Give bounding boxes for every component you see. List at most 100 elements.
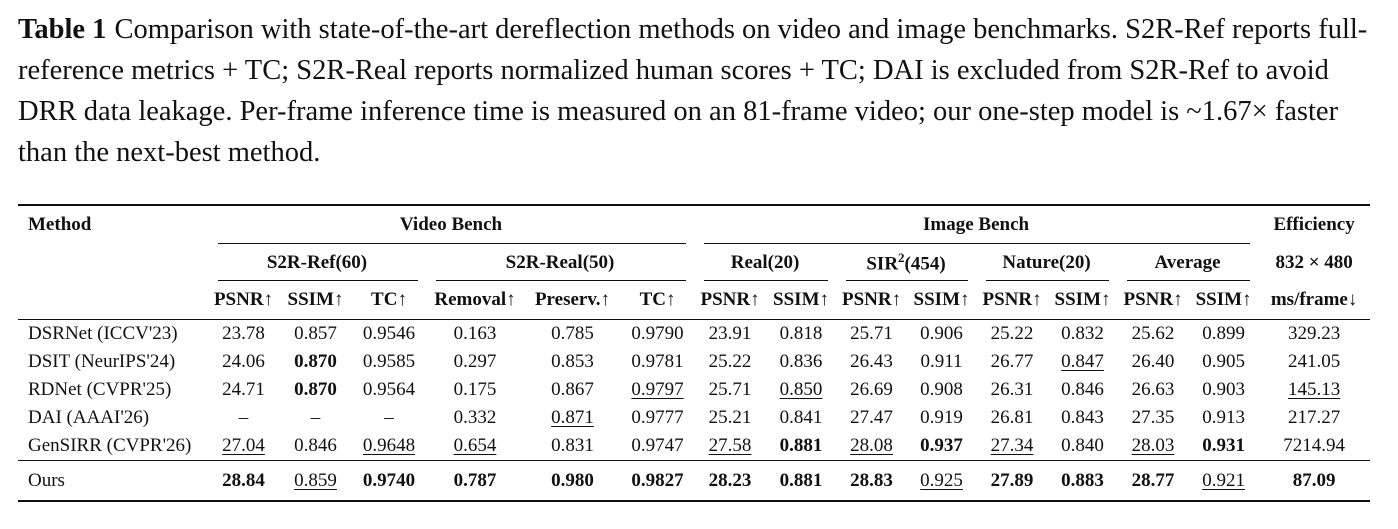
value-cell: –	[208, 404, 279, 432]
metric-header: Removal↑	[426, 281, 524, 320]
metric-header: TC↑	[621, 281, 695, 320]
header-row: Method Video Bench Image Bench Efficiency	[18, 204, 1371, 245]
value-text: 0.881	[779, 435, 823, 456]
value-cell: 26.63	[1117, 376, 1189, 404]
subgroup-header: Average	[1117, 244, 1258, 281]
value-text: 0.937	[920, 435, 963, 456]
value-cell: 27.04	[208, 432, 279, 461]
value-text: 23.78	[222, 323, 265, 344]
header-cell	[18, 281, 208, 320]
value-cell: 0.9585	[352, 348, 426, 376]
value-cell: 27.47	[836, 404, 907, 432]
table-row: DSIT (NeurIPS'24) 24.06 0.870 0.9585 0.297 0.…	[18, 348, 1370, 376]
method-name: DSRNet (ICCV'23)	[28, 323, 178, 344]
value-cell: 26.81	[976, 404, 1048, 432]
table-row: Ours 28.84 0.859 0.9740 0.787 0.980 0.9827 28.2…	[18, 460, 1371, 502]
value-text: 0.787	[453, 469, 497, 491]
value-text: 28.03	[1131, 435, 1175, 456]
value-cell: 28.84	[208, 460, 279, 502]
value-text: 0.9564	[362, 379, 416, 400]
value-text: 0.908	[920, 379, 963, 400]
value-text: 28.08	[850, 435, 893, 456]
group-header: Image Bench	[694, 204, 1259, 245]
value-text: 0.836	[779, 351, 823, 372]
metric-header: SSIM↑	[1048, 281, 1118, 320]
value-cell: 26.69	[836, 376, 907, 404]
value-cell: 0.925	[907, 460, 977, 502]
value-text: 0.840	[1061, 435, 1104, 456]
value-cell: 26.77	[976, 348, 1048, 376]
value-cell: 26.40	[1117, 348, 1189, 376]
table-row: DAI (AAAI'26) – – – 0.332 0.871 0.9777 25.21 0.8…	[18, 404, 1370, 432]
method-cell: GenSIRR (CVPR'26)	[18, 432, 208, 461]
subgroup-header: SIR2(454)	[836, 244, 976, 281]
value-cell: –	[279, 404, 352, 432]
value-cell: 241.05	[1258, 348, 1370, 376]
group-header: Video Bench	[208, 204, 695, 245]
value-cell: 0.846	[1048, 376, 1117, 404]
subgroup-header: S2R-Real(50)	[426, 244, 694, 281]
value-text: –	[384, 407, 394, 428]
value-text: 0.850	[779, 379, 823, 400]
value-text: 28.83	[850, 469, 893, 491]
value-cell: 145.13	[1258, 376, 1370, 404]
value-cell: 26.31	[976, 376, 1048, 404]
value-cell: 0.9827	[621, 460, 695, 502]
value-text: 0.871	[551, 407, 594, 428]
value-text: 0.163	[453, 323, 497, 344]
value-cell: 27.58	[694, 432, 766, 461]
header-cell	[18, 244, 208, 281]
method-cell: Ours	[18, 460, 208, 502]
method-cell: RDNet (CVPR'25)	[18, 376, 208, 404]
value-cell: 0.913	[1189, 404, 1258, 432]
value-cell: 27.89	[976, 460, 1049, 502]
method-cell: DSIT (NeurIPS'24)	[18, 348, 208, 376]
value-text: 0.899	[1202, 323, 1245, 344]
value-cell: 0.9740	[352, 460, 426, 502]
value-text: 7214.94	[1283, 435, 1345, 456]
value-text: 0.857	[294, 323, 337, 344]
value-cell: 0.654	[426, 432, 524, 461]
value-text: 0.9827	[631, 469, 684, 491]
value-text: 26.63	[1131, 379, 1175, 400]
value-cell: 25.62	[1117, 320, 1189, 349]
results-table: Method Video Bench Image Bench Efficiency S2…	[18, 204, 1371, 502]
value-cell: 25.22	[976, 320, 1048, 349]
value-cell: 0.9564	[352, 376, 426, 404]
value-cell: 217.27	[1258, 404, 1370, 432]
value-text: 0.847	[1061, 351, 1104, 372]
value-cell: 25.71	[694, 376, 766, 404]
metric-header: TC↑	[352, 281, 426, 320]
value-cell: 7214.94	[1258, 432, 1370, 461]
value-text: 27.04	[222, 435, 265, 456]
value-cell: 0.9781	[621, 348, 694, 376]
value-text: 0.9648	[362, 435, 416, 456]
value-text: 25.62	[1131, 323, 1175, 344]
value-cell: 25.71	[836, 320, 907, 349]
value-text: 217.27	[1287, 407, 1341, 428]
value-text: 0.818	[779, 323, 823, 344]
value-cell: 23.78	[208, 320, 279, 349]
value-text: 0.870	[294, 351, 337, 372]
value-cell: 0.175	[426, 376, 524, 404]
value-text: 24.06	[222, 351, 265, 372]
value-cell: 0.832	[1048, 320, 1117, 349]
value-text: 23.91	[708, 323, 752, 344]
value-cell: 0.297	[426, 348, 524, 376]
value-cell: 0.853	[524, 348, 621, 376]
method-cell: DSRNet (ICCV'23)	[18, 320, 208, 349]
value-text: 28.77	[1131, 469, 1175, 491]
value-text: 0.843	[1061, 407, 1104, 428]
value-text: 0.9747	[631, 435, 684, 456]
value-text: 0.913	[1202, 407, 1245, 428]
value-text: 0.859	[294, 469, 337, 491]
value-text: 25.71	[708, 379, 752, 400]
method-name: DSIT (NeurIPS'24)	[28, 351, 176, 372]
value-text: 0.883	[1061, 469, 1104, 491]
value-cell: 0.847	[1048, 348, 1117, 376]
subgroup-header: S2R-Ref(60)	[208, 244, 426, 281]
value-cell: 0.921	[1189, 460, 1259, 502]
value-text: 241.05	[1287, 351, 1341, 372]
value-text: 0.846	[1061, 379, 1104, 400]
metric-header: SSIM↑	[279, 281, 352, 320]
